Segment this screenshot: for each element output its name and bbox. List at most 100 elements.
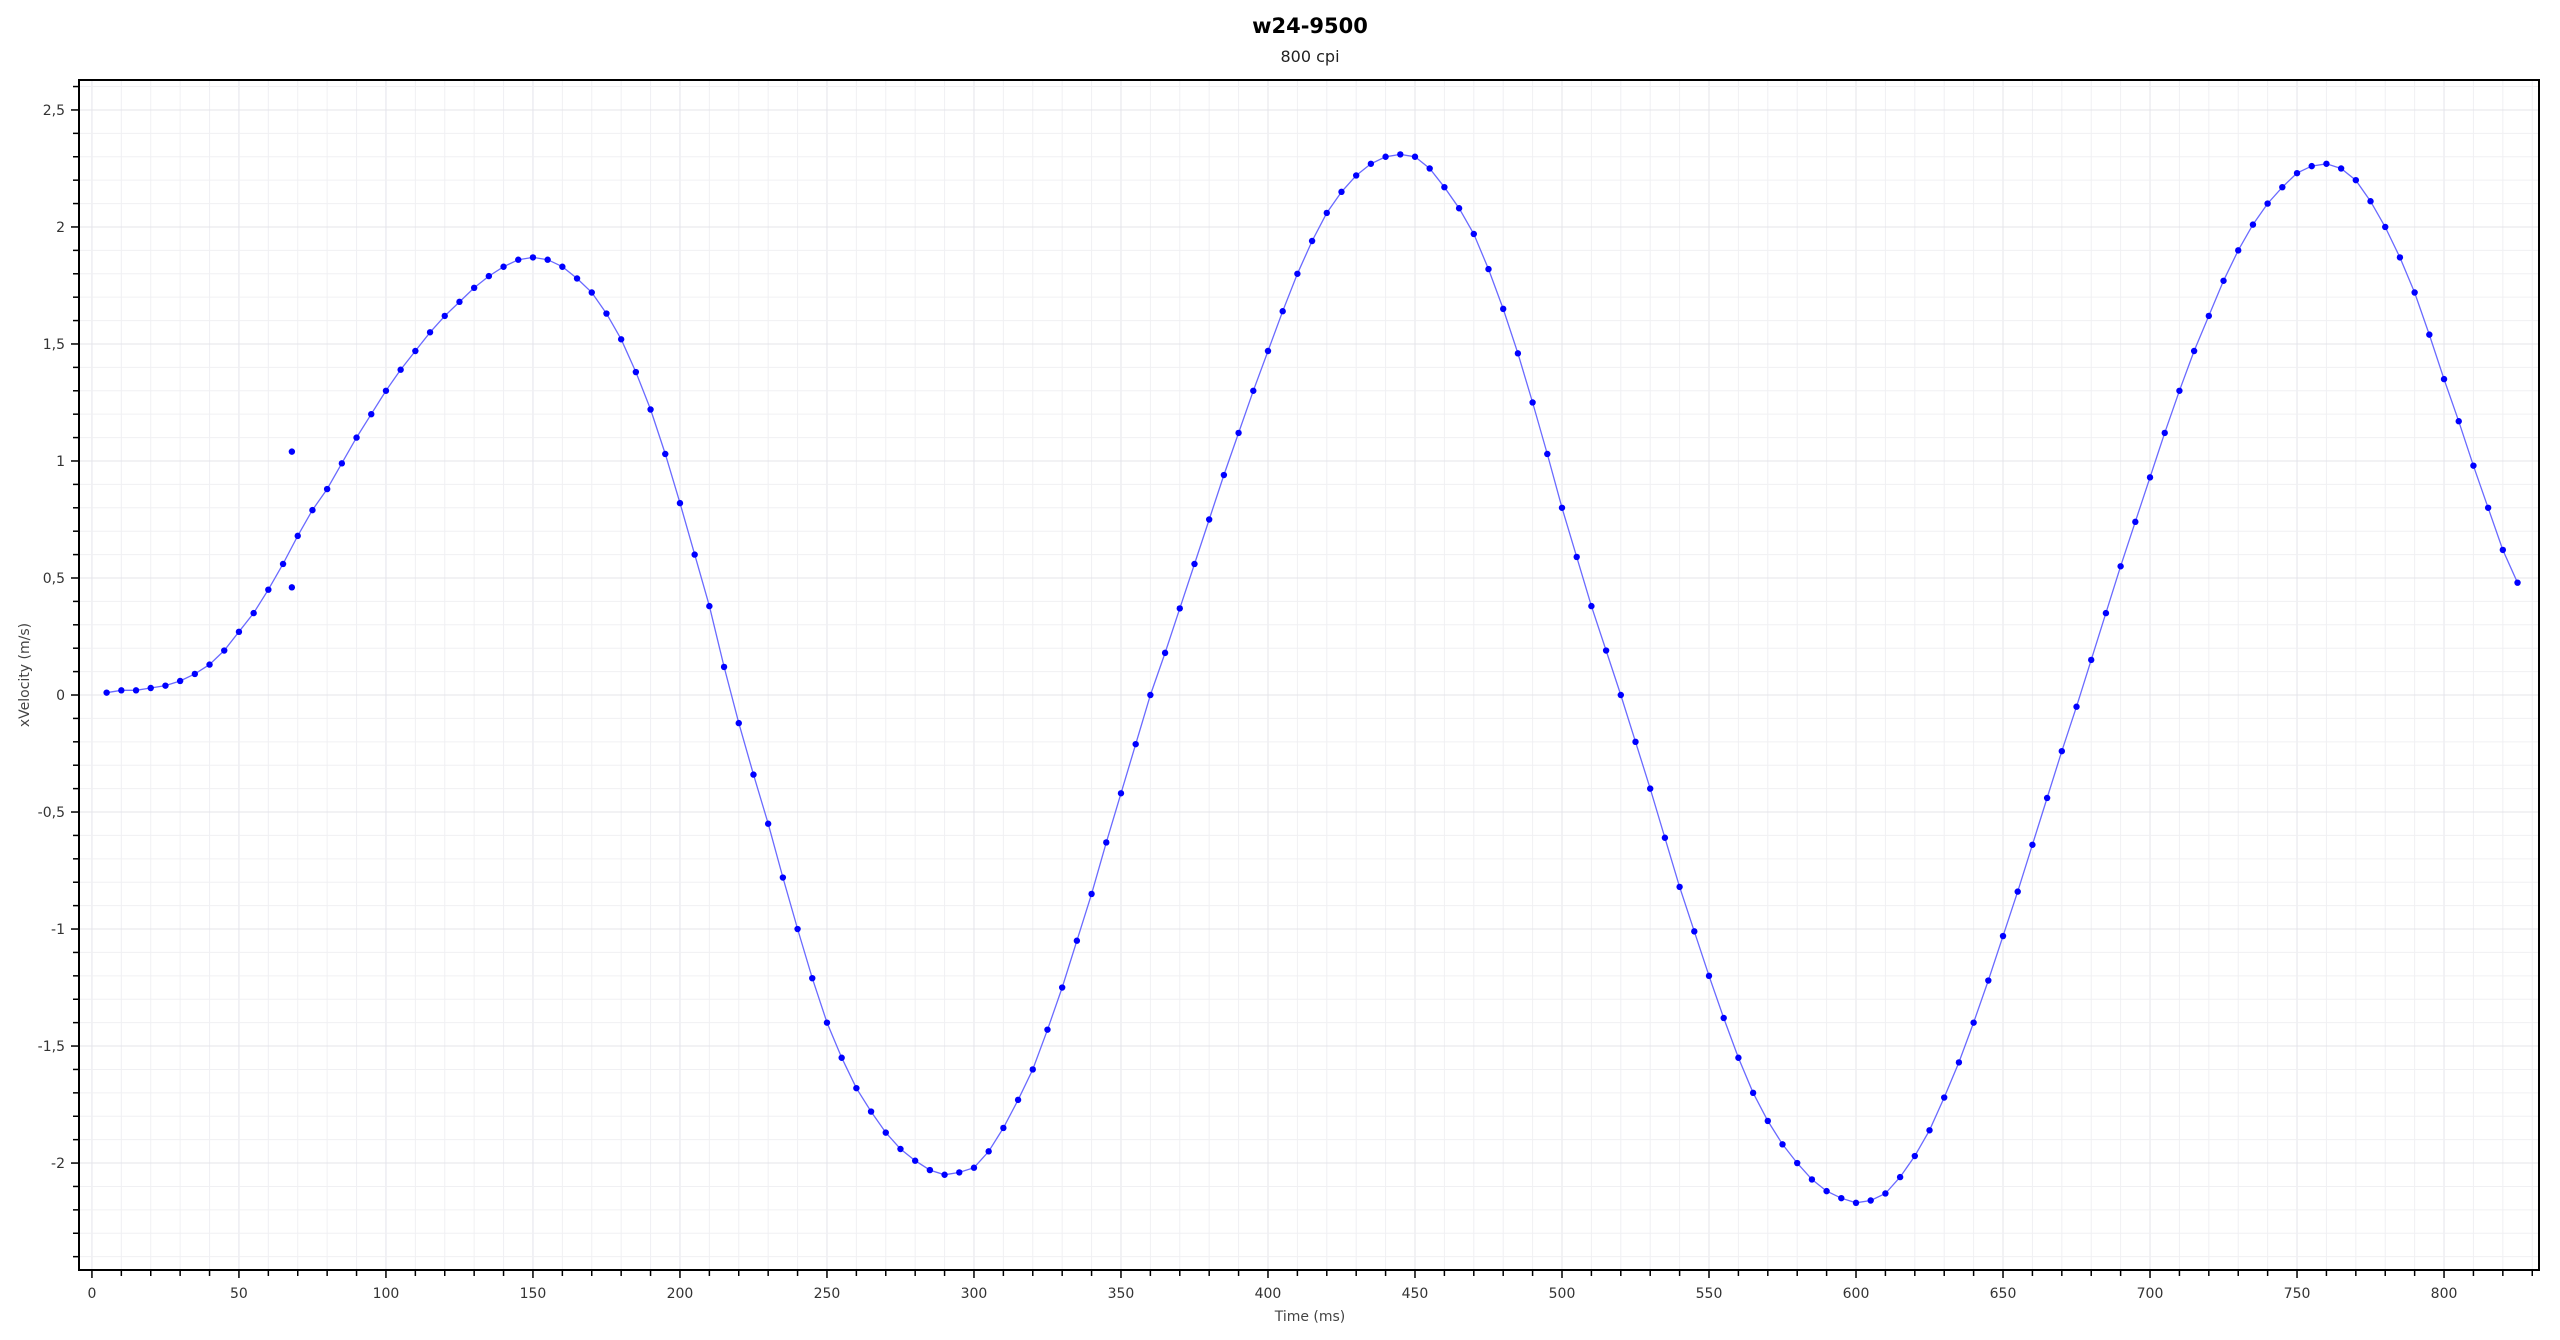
data-point xyxy=(1529,399,1536,406)
data-point xyxy=(191,670,199,678)
data-point xyxy=(1764,1117,1772,1125)
data-point xyxy=(2161,429,2168,437)
y-tick-label: -0,5 xyxy=(38,805,65,821)
axis-ticks: 0 50 100 150 200 250 300 350 400 450 500 550 600 650 7… xyxy=(38,85,2533,1302)
data-point xyxy=(368,410,375,418)
data-point xyxy=(956,1169,963,1176)
data-point xyxy=(2176,387,2183,394)
data-point xyxy=(338,460,346,467)
data-point xyxy=(588,289,595,296)
data-point xyxy=(2293,169,2301,177)
plot-frame xyxy=(78,79,2540,1271)
data-point xyxy=(662,450,669,458)
data-point xyxy=(1617,691,1624,699)
x-tick-label: 50 xyxy=(230,1286,248,1302)
y-tick-label: 1,5 xyxy=(43,337,65,353)
data-point xyxy=(809,974,816,982)
data-point xyxy=(2220,277,2227,284)
data-point xyxy=(647,406,654,413)
data-point xyxy=(764,820,772,827)
data-point xyxy=(1352,172,1360,179)
data-point xyxy=(1867,1197,1874,1204)
data-point xyxy=(1441,183,1448,191)
data-point xyxy=(265,586,272,593)
data-point xyxy=(221,647,228,654)
data-point xyxy=(1191,560,1198,568)
data-point xyxy=(1073,937,1081,944)
data-point xyxy=(706,602,713,610)
data-point xyxy=(529,254,537,261)
y-tick-label: 1 xyxy=(56,454,65,470)
x-tick-label: 200 xyxy=(667,1286,694,1302)
x-tick-label: 600 xyxy=(1843,1286,1870,1302)
data-point xyxy=(1705,972,1713,980)
data-point xyxy=(456,298,463,306)
data-point xyxy=(1779,1141,1786,1148)
data-point xyxy=(103,689,110,696)
data-point xyxy=(1000,1124,1007,1132)
data-point xyxy=(2514,579,2521,586)
data-point xyxy=(1544,450,1551,458)
data-point xyxy=(1161,649,1169,657)
data-point xyxy=(603,310,610,317)
data-point xyxy=(2396,254,2404,261)
x-tick-label: 400 xyxy=(1255,1286,1282,1302)
data-point xyxy=(1999,932,2007,940)
data-point xyxy=(412,347,419,355)
data-point xyxy=(1279,308,1286,315)
data-point xyxy=(2279,183,2286,191)
data-point xyxy=(1602,647,1610,654)
data-point xyxy=(1470,230,1477,238)
data-point xyxy=(1632,738,1639,746)
data-point xyxy=(1235,429,1242,437)
grid xyxy=(79,80,2539,1270)
series-line-group xyxy=(106,153,2519,1204)
series-line xyxy=(106,153,2519,1204)
data-point xyxy=(132,687,140,694)
data-point xyxy=(1720,1014,1727,1022)
data-point xyxy=(2337,165,2345,172)
data-points xyxy=(103,151,2521,1207)
data-point xyxy=(1029,1066,1036,1073)
data-point xyxy=(515,256,522,263)
data-point xyxy=(426,329,434,336)
data-point xyxy=(279,560,287,568)
data-point xyxy=(2073,703,2080,710)
data-point xyxy=(1058,984,1066,991)
data-point xyxy=(617,336,625,343)
data-point xyxy=(1411,153,1419,160)
data-point xyxy=(691,551,698,558)
y-axis-label: xVelocity (m/s) xyxy=(17,623,33,727)
data-point xyxy=(823,1019,831,1026)
y-tick-label: 2 xyxy=(56,220,65,236)
data-point xyxy=(1250,387,1257,394)
data-point xyxy=(2132,518,2139,526)
data-point xyxy=(985,1148,992,1155)
x-tick-label: 500 xyxy=(1549,1286,1576,1302)
x-tick-label: 300 xyxy=(961,1286,988,1302)
data-point xyxy=(1647,785,1654,792)
x-tick-label: 750 xyxy=(2284,1286,2311,1302)
data-point xyxy=(2484,504,2492,511)
data-point xyxy=(1970,1019,1977,1026)
data-point xyxy=(2058,747,2066,755)
data-point xyxy=(1955,1059,1963,1066)
y-tick-label: -1,5 xyxy=(38,1039,65,1055)
x-tick-label: 650 xyxy=(1990,1286,2017,1302)
data-point xyxy=(1558,504,1566,511)
x-tick-label: 350 xyxy=(1108,1286,1135,1302)
data-point xyxy=(2249,221,2257,228)
data-point xyxy=(397,366,404,373)
data-point xyxy=(1220,471,1228,479)
data-point xyxy=(867,1108,875,1115)
data-point xyxy=(2323,160,2330,167)
x-tick-label: 800 xyxy=(2431,1286,2458,1302)
y-tick-label: 0 xyxy=(56,688,65,704)
data-point xyxy=(485,272,493,280)
data-point xyxy=(162,682,169,689)
data-point xyxy=(779,874,787,881)
data-point xyxy=(1691,928,1698,935)
data-point xyxy=(323,485,331,493)
data-point xyxy=(2146,474,2154,481)
